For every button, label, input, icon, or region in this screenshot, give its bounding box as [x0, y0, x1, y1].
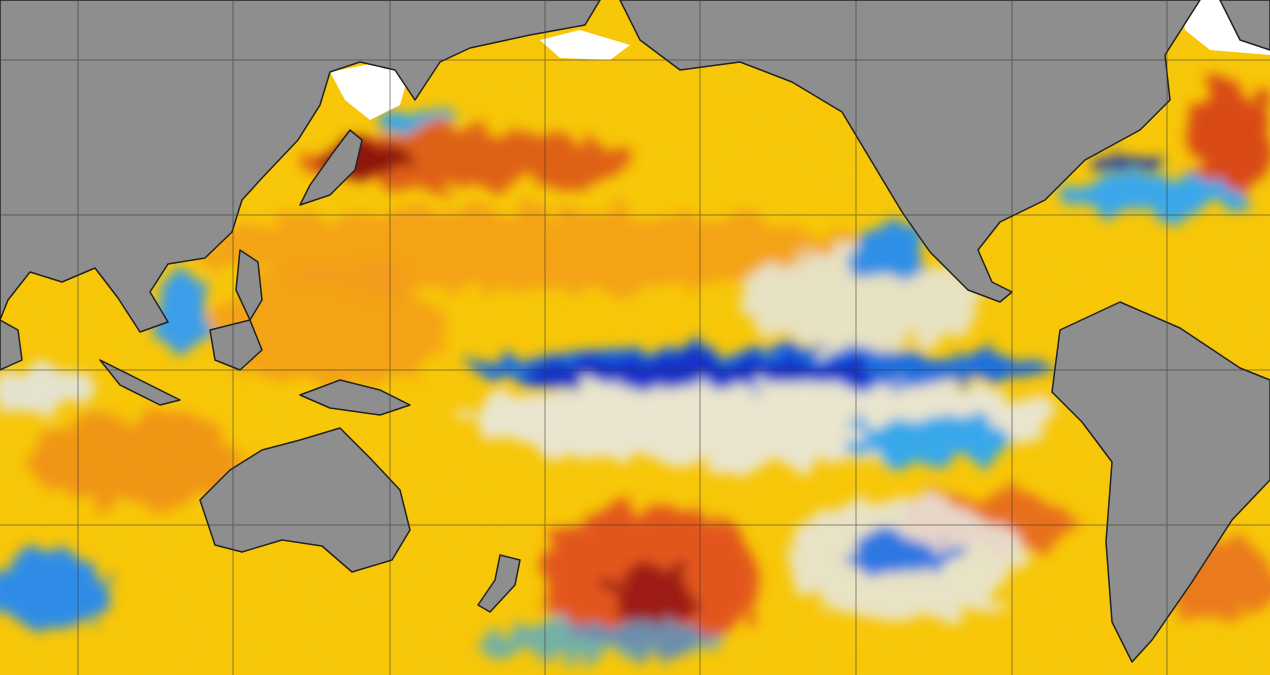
neutral-patch	[740, 250, 980, 350]
cool-patch	[1060, 173, 1240, 217]
cool-patch	[470, 622, 730, 658]
south-america	[1051, 301, 1270, 663]
neutral-patch	[0, 370, 100, 410]
warm-patch	[30, 415, 250, 505]
cool-patch	[150, 270, 210, 350]
cool-patch	[0, 550, 110, 630]
north-america	[619, 0, 1201, 303]
australia	[199, 427, 411, 573]
cool-patch	[380, 108, 460, 132]
philippines	[235, 249, 263, 321]
india	[0, 319, 23, 371]
new-zealand	[477, 554, 521, 613]
asia	[0, 0, 601, 333]
new-guinea	[299, 379, 411, 416]
warm-patch	[1190, 80, 1270, 200]
borneo	[209, 319, 263, 371]
hot-patch	[610, 565, 700, 625]
sumatra	[99, 359, 181, 406]
japan	[299, 129, 363, 206]
cool-patch	[840, 418, 1020, 462]
cold-patch	[1095, 150, 1165, 170]
cool-patch	[840, 537, 960, 573]
greenland	[1219, 0, 1270, 51]
ice	[540, 30, 630, 60]
cool-patch	[850, 220, 930, 280]
warm-patch	[190, 210, 850, 290]
